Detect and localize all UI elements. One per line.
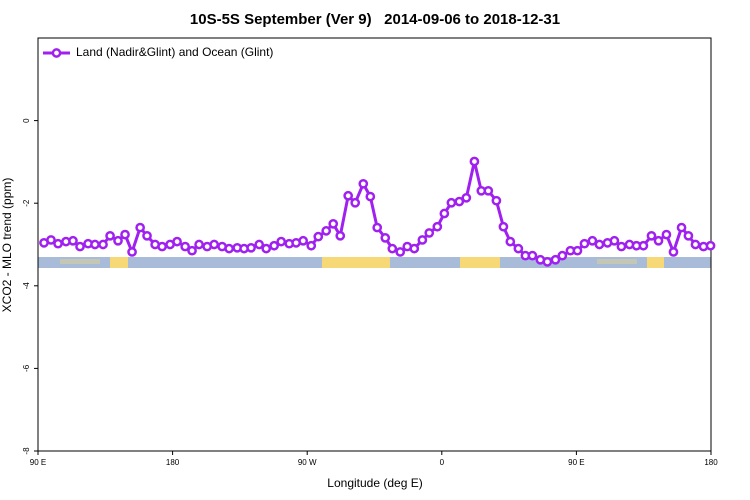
data-point [254, 239, 265, 250]
data-point [690, 239, 701, 250]
data-point [269, 240, 279, 251]
data-point [683, 230, 694, 241]
data-point [328, 219, 339, 229]
data-point [542, 256, 553, 267]
y-tick-label: -8 [22, 447, 31, 455]
chart-title: 10S-5S September (Ver 9) 2014-09-06 to 2… [190, 11, 560, 28]
data-point [90, 239, 100, 250]
data-point [120, 229, 130, 240]
data-point [653, 235, 664, 246]
data-point [113, 235, 123, 246]
data-point [298, 235, 309, 246]
data-point [594, 239, 605, 250]
data-point [172, 236, 182, 247]
data-point [557, 250, 568, 261]
y-tick-label: -6 [22, 364, 31, 372]
data-point [380, 233, 391, 243]
data-point [135, 222, 145, 233]
data-point [53, 238, 63, 249]
data-point [705, 240, 716, 251]
data-point [513, 243, 524, 254]
data-point [572, 245, 583, 256]
data-point [491, 195, 502, 206]
data-point [350, 197, 361, 208]
data-point [127, 247, 137, 257]
x-tick-label: 90 E [30, 458, 46, 467]
data-point [587, 235, 598, 246]
data-point [194, 239, 204, 250]
data-point [461, 192, 472, 203]
data-point [343, 190, 354, 201]
x-tick-label: 180 [704, 458, 718, 467]
y-tick-label: -4 [22, 282, 31, 290]
data-point [372, 222, 383, 233]
data-point [668, 247, 679, 257]
data-point [424, 228, 435, 238]
data-point [75, 241, 85, 252]
data-point [409, 243, 420, 254]
data-point [498, 221, 509, 232]
data-point [276, 236, 287, 247]
data-point [335, 230, 346, 241]
map-strip [38, 257, 711, 268]
data-point [209, 239, 220, 250]
x-tick-label: 90 E [568, 458, 584, 467]
x-tick-label: 90 W [298, 458, 317, 467]
data-point [387, 243, 398, 254]
data-point [105, 230, 115, 241]
data-point [157, 241, 167, 252]
data-point [579, 238, 590, 249]
data-point [616, 241, 627, 252]
data-point [446, 197, 457, 208]
data-point [454, 196, 465, 207]
data-point [313, 231, 324, 242]
legend-label: Land (Nadir&Glint) and Ocean (Glint) [76, 45, 273, 59]
x-tick-label: 0 [440, 458, 445, 467]
data-point [638, 240, 649, 251]
data-point [187, 245, 197, 256]
data-point [676, 222, 687, 233]
data-point [246, 242, 256, 253]
data-point [432, 221, 443, 232]
data-point [68, 235, 78, 246]
data-point [306, 240, 317, 251]
legend-marker [51, 48, 62, 58]
data-line [43, 161, 711, 264]
data-point [98, 239, 108, 250]
data-point [417, 235, 428, 245]
data-point [483, 185, 494, 196]
data-point [358, 178, 369, 189]
data-point [261, 243, 272, 254]
data-point [142, 230, 152, 241]
data-point [365, 191, 376, 202]
data-point [224, 243, 234, 254]
data-point [550, 254, 561, 265]
data-point [646, 230, 657, 241]
data-point [395, 247, 406, 257]
data-point [609, 235, 620, 246]
data-point [527, 250, 538, 261]
data-point [321, 226, 332, 236]
x-axis-title: Longitude (deg E) [327, 476, 422, 490]
data-point [439, 208, 450, 219]
data-point [505, 236, 516, 247]
data-point [661, 229, 672, 240]
x-tick-label: 180 [166, 458, 180, 467]
data-point [180, 241, 191, 252]
data-point [469, 156, 480, 167]
y-tick-label: -2 [22, 199, 31, 207]
data-point [46, 235, 56, 245]
y-axis-title: XCO2 - MLO trend (ppm) [0, 178, 14, 313]
y-tick-label: 0 [22, 118, 31, 123]
